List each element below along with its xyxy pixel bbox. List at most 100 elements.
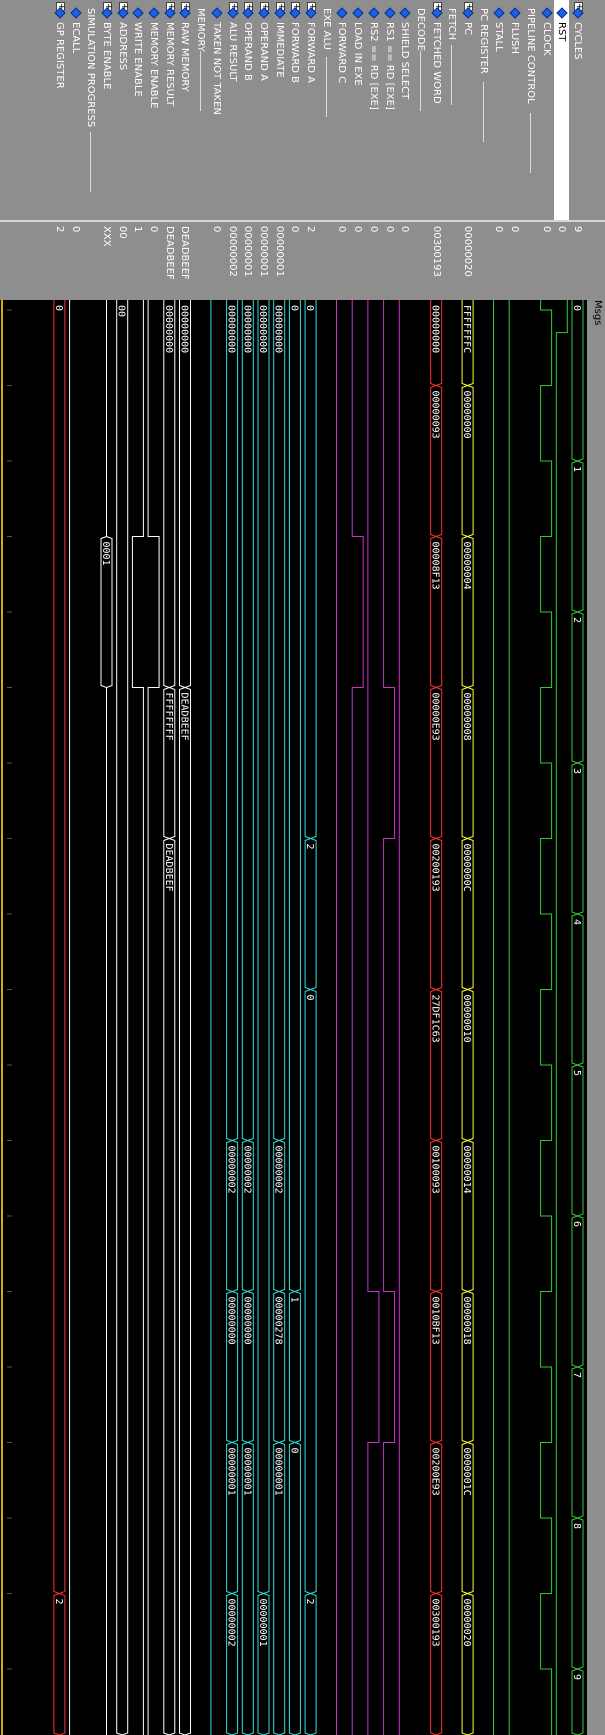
signal-row[interactable]: + MEMORY RESULT bbox=[162, 0, 177, 220]
signal-value: 0 bbox=[289, 226, 301, 233]
wave-pane[interactable]: 0 1 2 3 4 5 6 7 8 9 FFFFFFFC 00000000 00000004 000000… bbox=[0, 300, 587, 1735]
clock-wave bbox=[540, 300, 553, 1735]
bus-value-label: 00200E93 bbox=[430, 1448, 441, 1496]
signal-row[interactable]: STALL bbox=[492, 0, 507, 220]
signal-row[interactable]: + GP REGISTER bbox=[52, 0, 67, 220]
signal-value: 00000001 bbox=[273, 226, 285, 277]
msgs-label: Msgs bbox=[592, 300, 603, 326]
signal-name: TAKEN NOT TAKEN bbox=[210, 22, 222, 115]
group-header[interactable]: SIMULATION PROGRESS bbox=[83, 0, 98, 220]
signal-row[interactable]: + CYCLES bbox=[570, 0, 585, 220]
signal-row[interactable]: ECALL bbox=[68, 0, 83, 220]
signal-row[interactable]: RST bbox=[554, 0, 570, 220]
signal-value: 0 bbox=[69, 226, 81, 233]
signal-name: LOAD IN EXE bbox=[352, 22, 364, 86]
signal-row[interactable]: + RAW MEMORY bbox=[178, 0, 193, 220]
bit-wave bbox=[367, 300, 380, 1735]
group-header[interactable]: PC REGISTER bbox=[476, 0, 491, 220]
signal-value: 9 bbox=[572, 226, 583, 233]
signal-value: 0 bbox=[336, 226, 348, 233]
bus-value-label: FFFFFFFC bbox=[461, 305, 472, 353]
bus-value-label: 00000E93 bbox=[430, 693, 441, 741]
bus-value-label: 00000093 bbox=[430, 391, 441, 439]
signal-name: MEMORY bbox=[195, 8, 207, 52]
bus-value-label: 00000014 bbox=[461, 1146, 472, 1194]
signal-name: FETCHED WORD bbox=[430, 22, 442, 104]
group-divider bbox=[200, 51, 202, 112]
bus-segment bbox=[241, 300, 254, 1142]
signal-row[interactable]: RS1 == RD [EXE] bbox=[382, 0, 397, 220]
bus-value-label: 00000000 bbox=[226, 1297, 237, 1345]
signal-diamond-icon bbox=[368, 7, 380, 19]
signal-diamond-icon bbox=[69, 7, 82, 19]
signal-value: DEADBEEF bbox=[179, 226, 191, 280]
wave-header: Msgs bbox=[586, 300, 605, 1735]
signal-diamond-icon bbox=[132, 7, 145, 19]
signal-value: 0 bbox=[148, 226, 160, 233]
signal-name: SIMULATION PROGRESS bbox=[85, 8, 97, 128]
signal-row[interactable]: + FORWARD B bbox=[287, 0, 302, 220]
signal-name: GP REGISTER bbox=[53, 22, 65, 89]
signal-value: 0 bbox=[493, 226, 505, 233]
bus-segment bbox=[288, 300, 301, 1293]
signal-row[interactable]: FORWARD C bbox=[335, 0, 350, 220]
signal-row[interactable]: FLUSH bbox=[507, 0, 522, 220]
signal-name: STALL bbox=[493, 22, 505, 52]
signal-value: 2 bbox=[53, 226, 65, 233]
bus-value-label: 00000018 bbox=[461, 1297, 472, 1345]
bit-wave bbox=[147, 300, 160, 1735]
signal-value: 0 bbox=[556, 226, 568, 233]
waveform-canvas[interactable]: 0123456789FFFFFFFC0000000000000004000000… bbox=[0, 300, 587, 1735]
group-header[interactable]: DECODE bbox=[413, 0, 428, 220]
bus-segment bbox=[241, 1442, 254, 1735]
group-header[interactable]: PIPELINE CONTROL bbox=[523, 0, 538, 220]
signal-value: 0 bbox=[383, 226, 395, 233]
signal-row[interactable]: + ADDRESS bbox=[115, 0, 130, 220]
signal-name: IMMEDIATE bbox=[273, 22, 285, 78]
bus-value-label: 0 bbox=[288, 1448, 299, 1454]
signal-name: MEMORY ENABLE bbox=[148, 22, 160, 109]
signal-row[interactable]: + PC bbox=[460, 0, 475, 220]
bus-segment bbox=[571, 1517, 584, 1670]
signal-row[interactable]: + FORWARD A bbox=[303, 0, 318, 220]
signal-name: FORWARD B bbox=[289, 22, 301, 84]
bus-segment bbox=[304, 1593, 317, 1735]
signal-row[interactable]: + IMMEDIATE bbox=[272, 0, 287, 220]
signal-value: 0 bbox=[210, 226, 222, 233]
signal-row[interactable]: SHIELD SELECT bbox=[397, 0, 412, 220]
signal-row[interactable]: RS2 == RD [EXE] bbox=[366, 0, 381, 220]
bus-value-label: 00300193 bbox=[430, 1599, 441, 1647]
bus-segment bbox=[304, 300, 317, 840]
bus-segment bbox=[179, 300, 191, 689]
signal-name: ECALL bbox=[69, 22, 81, 54]
signal-row[interactable]: + BYTE ENABLE bbox=[99, 0, 114, 220]
bus-value-label: 00000004 bbox=[461, 542, 472, 590]
bus-value-label: 8 bbox=[571, 1523, 582, 1529]
bus-segment bbox=[571, 1215, 584, 1368]
signal-value: 0 bbox=[540, 226, 552, 233]
signal-row[interactable]: LOAD IN EXE bbox=[350, 0, 365, 220]
bus-value-label: 2 bbox=[304, 1599, 315, 1605]
signal-row[interactable]: TAKEN NOT TAKEN bbox=[209, 0, 224, 220]
signal-row[interactable]: + ALU RESULT bbox=[225, 0, 240, 220]
signal-name: PC REGISTER bbox=[477, 8, 489, 74]
signal-name: RST bbox=[556, 22, 568, 42]
bus-segment bbox=[304, 838, 317, 991]
signal-row[interactable]: WRITE ENABLE bbox=[130, 0, 145, 220]
group-header[interactable]: MEMORY bbox=[193, 0, 208, 220]
group-header[interactable]: FETCH bbox=[444, 0, 459, 220]
signal-row[interactable]: + OPERAND B bbox=[240, 0, 255, 220]
signal-row[interactable]: MEMORY ENABLE bbox=[146, 0, 161, 220]
signal-row[interactable]: CLOCK bbox=[539, 0, 554, 220]
bit-wave bbox=[383, 300, 396, 1735]
signal-row[interactable]: + FETCHED WORD bbox=[429, 0, 444, 220]
signal-value: 0 bbox=[367, 226, 379, 233]
bus-value-label: 0 bbox=[304, 995, 315, 1001]
bus-segment bbox=[571, 762, 584, 915]
bus-segment bbox=[179, 687, 191, 1735]
signal-name: FETCH bbox=[446, 8, 458, 41]
signal-row[interactable]: + OPERAND A bbox=[256, 0, 271, 220]
group-header[interactable]: EXE ALU bbox=[319, 0, 334, 220]
bus-value-label: 00000000 bbox=[241, 1297, 252, 1345]
signal-name: ADDRESS bbox=[116, 22, 128, 71]
